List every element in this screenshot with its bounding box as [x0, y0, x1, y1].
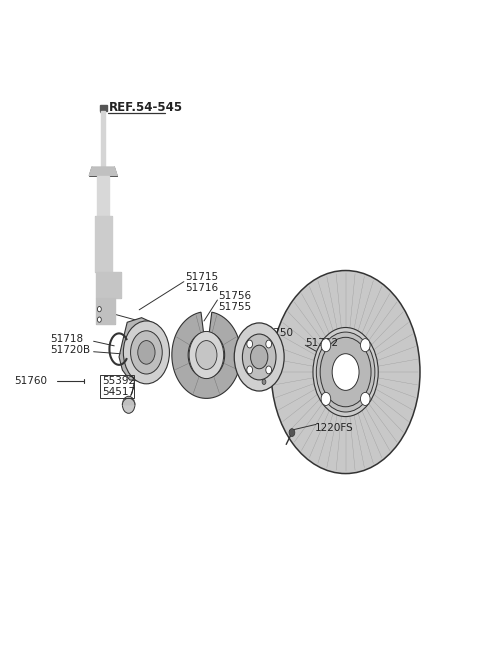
Circle shape [242, 334, 276, 380]
Text: 51720B: 51720B [50, 345, 91, 356]
Polygon shape [172, 312, 241, 398]
Polygon shape [122, 398, 135, 405]
Circle shape [320, 337, 371, 407]
Circle shape [247, 340, 252, 348]
Circle shape [316, 332, 375, 412]
Text: REF.54-545: REF.54-545 [108, 101, 182, 114]
Circle shape [289, 428, 295, 436]
Text: 54517: 54517 [102, 387, 135, 398]
Circle shape [247, 366, 252, 374]
Circle shape [138, 341, 155, 364]
Circle shape [266, 366, 272, 374]
Polygon shape [89, 167, 117, 176]
Circle shape [321, 392, 331, 405]
Text: 51718: 51718 [50, 334, 84, 345]
Circle shape [251, 345, 268, 369]
Circle shape [313, 328, 378, 417]
Circle shape [332, 354, 359, 390]
Text: 55392: 55392 [102, 376, 135, 386]
Circle shape [196, 341, 217, 369]
Circle shape [189, 331, 224, 379]
Circle shape [97, 307, 101, 312]
Circle shape [321, 339, 331, 352]
Polygon shape [95, 216, 112, 272]
Circle shape [123, 321, 169, 384]
Circle shape [234, 323, 284, 391]
Polygon shape [97, 176, 109, 217]
Circle shape [360, 392, 370, 405]
Polygon shape [96, 298, 115, 324]
Text: 51756: 51756 [218, 291, 252, 301]
Text: 51716: 51716 [185, 283, 218, 293]
Text: 51752: 51752 [235, 342, 268, 352]
Polygon shape [119, 318, 163, 381]
Circle shape [271, 271, 420, 474]
Text: 51760: 51760 [14, 376, 48, 386]
Text: 1220FS: 1220FS [315, 423, 354, 434]
Circle shape [262, 379, 266, 384]
Text: 51755: 51755 [218, 302, 252, 312]
Polygon shape [100, 105, 107, 111]
Circle shape [97, 317, 101, 322]
Circle shape [131, 331, 162, 374]
Circle shape [360, 339, 370, 352]
Polygon shape [101, 111, 106, 167]
Text: 51712: 51712 [305, 337, 338, 348]
Text: 51715: 51715 [185, 272, 218, 282]
Text: 51750: 51750 [261, 328, 294, 338]
Circle shape [122, 396, 135, 413]
Circle shape [266, 340, 272, 348]
Polygon shape [96, 272, 121, 298]
